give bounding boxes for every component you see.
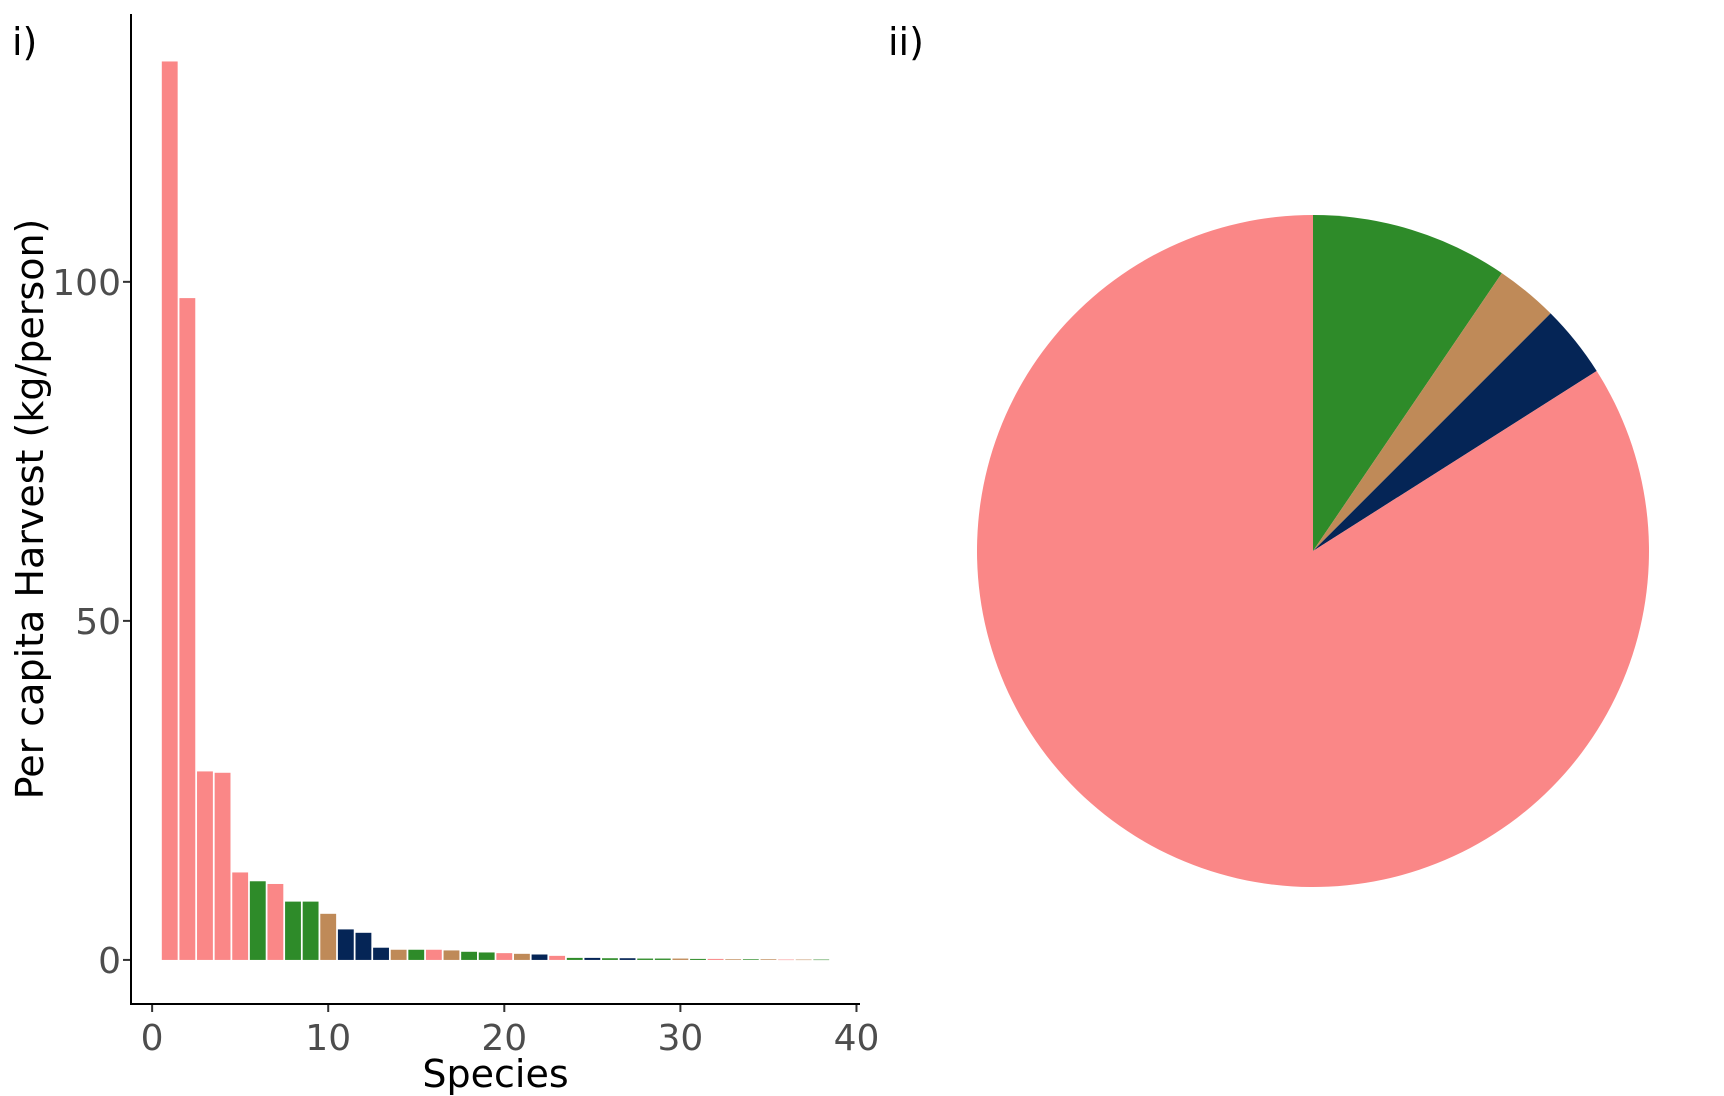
bar-species-22: [531, 954, 548, 960]
bar-chart: 0 50 100 0 10 20 30 40 Species Per capita Harv…: [8, 14, 879, 1096]
x-axis-ticks: 0 10 20 30 40: [141, 1004, 880, 1059]
pie-slice-navy: [1313, 313, 1597, 551]
bar-species-24: [566, 957, 583, 960]
bar-species-30: [672, 958, 689, 960]
bar-species-29: [654, 958, 671, 960]
bar-species-27: [619, 958, 636, 960]
bar-species-18: [461, 951, 478, 960]
bar-species-12: [355, 932, 372, 960]
bar-species-6: [249, 881, 266, 960]
x-tick-label: 0: [141, 1018, 164, 1059]
panel-label-pie: ii): [888, 20, 924, 64]
bar-species-32: [707, 958, 724, 960]
pie-slice-green: [1313, 215, 1502, 551]
bar-species-13: [373, 947, 389, 960]
x-tick-label: 20: [481, 1018, 527, 1059]
bar-species-37: [795, 959, 812, 961]
bar-species-16: [425, 949, 442, 960]
bar-species-7: [267, 883, 284, 960]
bar-species-33: [725, 959, 742, 960]
bar-species-15: [408, 949, 425, 960]
bar-species-5: [232, 872, 249, 960]
bar-species-2: [179, 298, 196, 960]
bar-species-38: [813, 959, 830, 961]
bar-species-20: [496, 953, 513, 960]
y-axis-ticks: 0 50 100: [52, 263, 131, 982]
bar-species-3: [197, 771, 213, 960]
y-tick-label: 100: [52, 263, 121, 304]
bar-species-26: [602, 958, 618, 960]
x-tick-label: 40: [834, 1018, 880, 1059]
y-tick-label: 0: [98, 941, 121, 982]
y-tick-label: 50: [75, 602, 121, 643]
pie-slice-tan: [1313, 273, 1551, 551]
bar-species-17: [443, 950, 460, 960]
bar-species-19: [478, 952, 495, 960]
bar-species-21: [513, 953, 530, 960]
pie-chart: [977, 215, 1650, 887]
x-tick-label: 30: [657, 1018, 703, 1059]
bar-species-36: [778, 959, 794, 961]
pie-slice-pink: [977, 215, 1650, 887]
bar-species-14: [390, 949, 407, 960]
bar-series: [161, 61, 830, 961]
bar-species-25: [584, 957, 601, 960]
panel-label-bar: i): [12, 20, 37, 64]
bar-species-34: [742, 959, 759, 960]
bar-species-8: [285, 901, 301, 960]
bar-species-4: [214, 772, 231, 960]
y-axis-title: Per capita Harvest (kg/person): [8, 219, 52, 800]
bar-species-11: [337, 929, 354, 960]
x-axis-title: Species: [422, 1052, 568, 1096]
x-tick-label: 10: [305, 1018, 351, 1059]
bar-species-35: [760, 959, 777, 960]
bar-species-31: [690, 958, 706, 960]
bar-species-28: [637, 958, 654, 960]
bar-species-9: [302, 901, 319, 960]
bar-species-23: [549, 955, 566, 960]
bar-species-1: [161, 61, 178, 960]
bar-species-10: [320, 913, 337, 960]
